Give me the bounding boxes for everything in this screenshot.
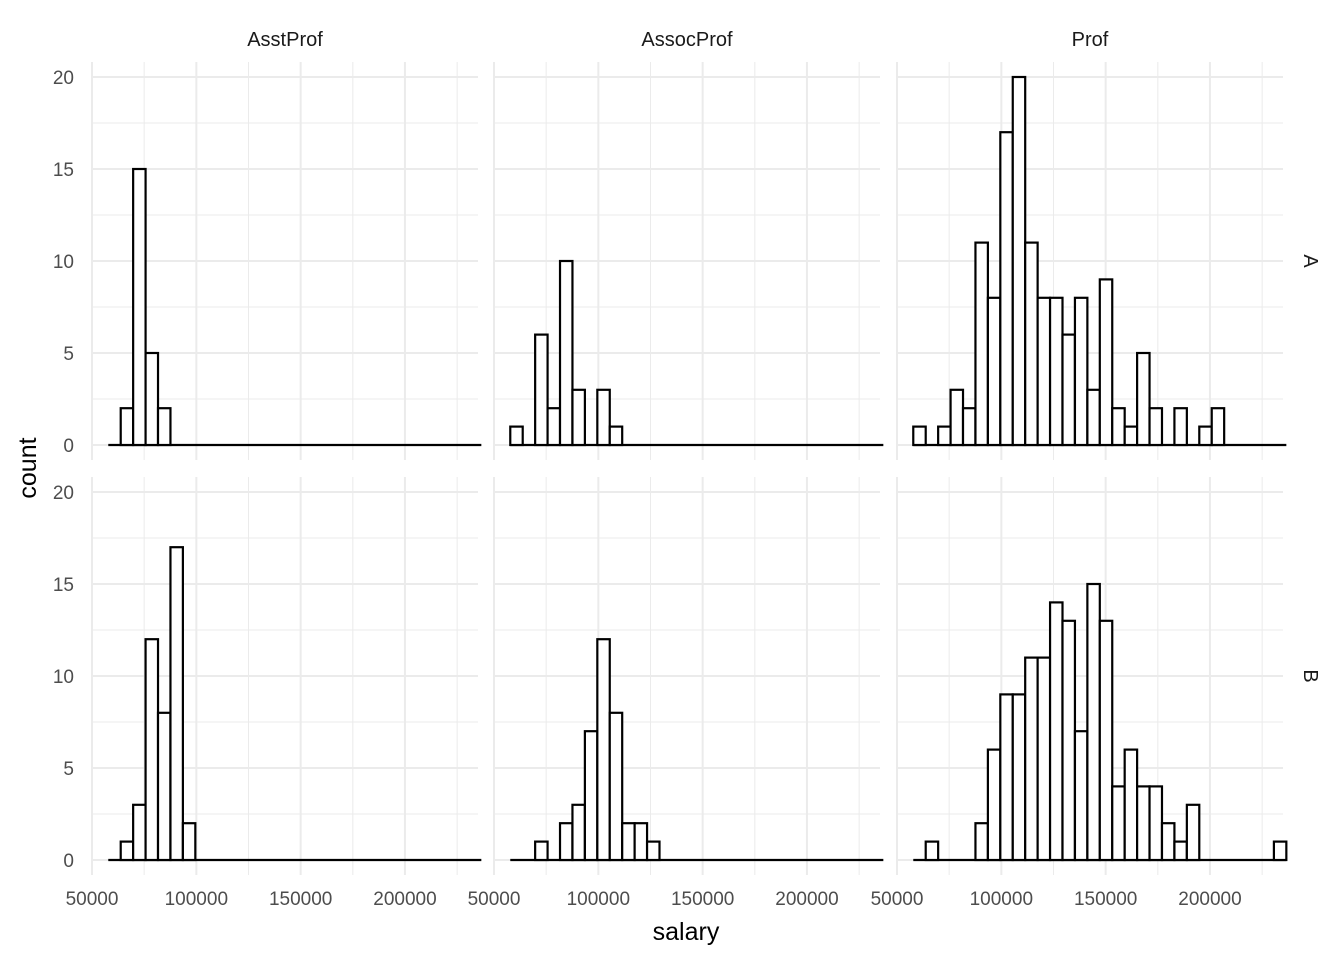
histogram-bar: [621, 822, 636, 862]
histogram-bar: [181, 822, 197, 862]
histogram-bar: [1098, 619, 1114, 862]
histogram-bar: [558, 259, 574, 447]
x-axis-title: salary: [653, 918, 720, 946]
histogram-bar: [1123, 748, 1139, 862]
histogram-bar: [546, 407, 562, 447]
histogram-bar: [974, 822, 989, 862]
histogram-bar: [1272, 840, 1288, 862]
histogram-bar: [1098, 278, 1114, 447]
histogram-bar: [1136, 351, 1151, 447]
histogram-bar: [1111, 785, 1126, 862]
histogram-bar: [169, 546, 184, 862]
histogram-bar: [1061, 619, 1077, 862]
y-tick-label: 5: [63, 759, 74, 780]
histogram-bar: [144, 638, 160, 862]
histogram-bar: [558, 822, 574, 862]
y-axis-title: count: [14, 437, 42, 498]
histogram-bar: [986, 296, 1002, 447]
histogram-bar: [633, 822, 649, 862]
x-tick-label: 50000: [871, 889, 924, 910]
histogram-bar: [1061, 333, 1077, 447]
histogram-bar: [509, 425, 524, 447]
histogram-bar: [1011, 75, 1027, 447]
histogram-bar: [999, 131, 1014, 447]
histogram-bar: [1073, 730, 1089, 862]
histogram-bar: [1036, 296, 1052, 447]
histogram-bar: [596, 388, 611, 447]
x-tick-label: 100000: [165, 889, 228, 910]
x-tick-label: 100000: [970, 889, 1033, 910]
histogram-bar: [986, 748, 1002, 862]
histogram-bar: [1185, 803, 1201, 862]
histogram-bar: [1173, 407, 1188, 447]
histogram-bar: [156, 407, 172, 447]
y-tick-label: 0: [63, 851, 74, 872]
y-tick-label: 10: [53, 252, 74, 273]
histogram-bar: [608, 711, 624, 862]
facet-column-label: AsstProf: [247, 29, 323, 51]
y-tick-label: 20: [53, 68, 74, 89]
histogram-bar: [1173, 840, 1188, 862]
histogram-bar: [534, 840, 549, 862]
histogram-bar: [583, 730, 599, 862]
histogram-bar: [999, 693, 1014, 862]
histogram-bar: [937, 425, 952, 447]
histogram-bar: [571, 388, 586, 447]
histogram-bar: [132, 167, 147, 447]
histogram-bar: [1024, 241, 1039, 447]
histogram-bar: [1086, 388, 1101, 447]
histogram-bar: [119, 840, 135, 862]
histogram-bar: [961, 407, 977, 447]
y-tick-label: 10: [53, 667, 74, 688]
histogram-bar: [1111, 407, 1126, 447]
histogram-bar: [571, 803, 586, 862]
histogram-bar: [1148, 785, 1164, 862]
histogram-bar: [1048, 601, 1064, 862]
histogram-bar: [645, 840, 661, 862]
facet-row-label: A: [1299, 254, 1321, 268]
histogram-bar: [1210, 407, 1226, 447]
y-tick-label: 0: [63, 436, 74, 457]
y-tick-label: 5: [63, 344, 74, 365]
y-tick-label: 15: [53, 160, 74, 181]
histogram-bar: [1073, 296, 1089, 447]
histogram-bar: [1036, 656, 1052, 862]
x-tick-label: 150000: [671, 889, 734, 910]
histogram-bar: [1198, 425, 1213, 447]
facet-row-label: B: [1299, 669, 1321, 682]
y-tick-label: 15: [53, 575, 74, 596]
histogram-bar: [949, 388, 965, 447]
x-tick-label: 200000: [373, 889, 436, 910]
x-tick-label: 100000: [567, 889, 630, 910]
histogram-bar: [534, 333, 549, 447]
y-tick-label: 20: [53, 483, 74, 504]
histogram-bar: [1011, 693, 1027, 862]
histogram-bar: [924, 840, 940, 862]
histogram-bar: [1123, 425, 1139, 447]
histogram-bar: [1148, 407, 1164, 447]
histogram-bar: [608, 425, 624, 447]
x-tick-label: 50000: [468, 889, 521, 910]
histogram-bar: [132, 803, 147, 862]
histogram-bar: [912, 425, 927, 447]
histogram-bar: [156, 711, 172, 862]
histogram-bar: [144, 351, 160, 447]
x-tick-label: 150000: [1074, 889, 1137, 910]
x-tick-label: 200000: [775, 889, 838, 910]
x-tick-label: 150000: [269, 889, 332, 910]
histogram-bar: [1160, 822, 1176, 862]
histogram-bar: [1024, 656, 1039, 862]
histogram-bar: [1086, 582, 1101, 862]
histogram-bar: [1136, 785, 1151, 862]
facet-column-label: AssocProf: [641, 29, 733, 51]
x-tick-label: 50000: [66, 889, 119, 910]
histogram-bar: [119, 407, 135, 447]
histogram-bar: [974, 241, 989, 447]
histogram-bar: [1048, 296, 1064, 447]
x-tick-label: 200000: [1178, 889, 1241, 910]
histogram-bar: [596, 638, 611, 862]
facet-column-label: Prof: [1072, 29, 1109, 51]
